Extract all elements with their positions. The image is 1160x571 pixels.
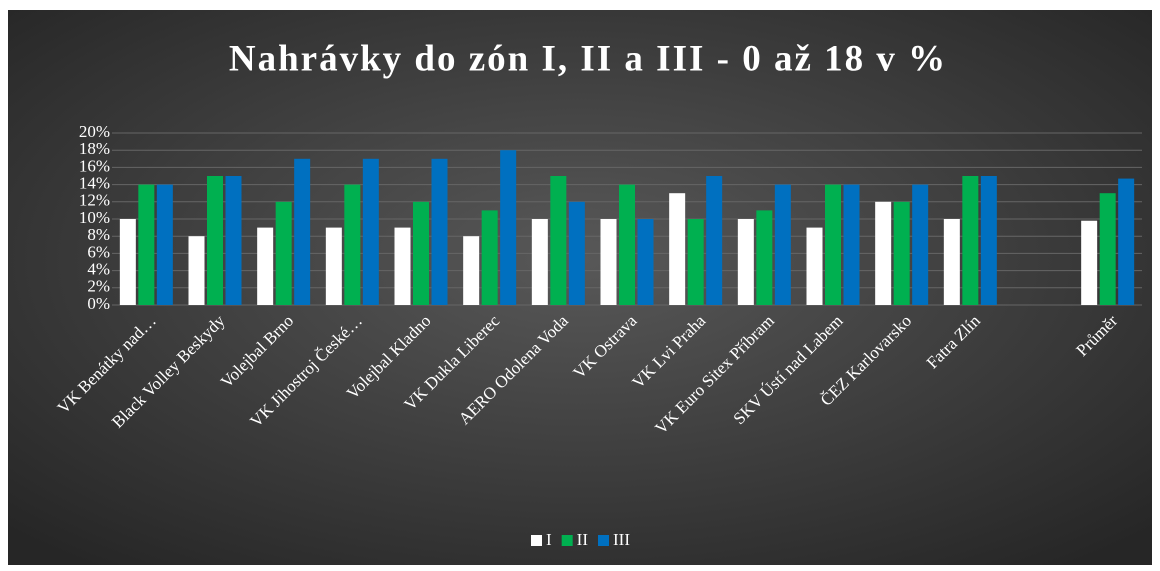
y-tick-label: 8% — [87, 225, 110, 244]
bar — [257, 227, 274, 305]
bar — [431, 158, 448, 305]
legend-swatch — [561, 535, 573, 546]
bar — [756, 210, 773, 305]
legend-label: III — [613, 530, 630, 549]
bar — [531, 219, 548, 305]
bar — [619, 184, 635, 305]
bar — [344, 184, 361, 305]
bar — [806, 227, 823, 305]
bar — [687, 219, 704, 305]
bar — [1081, 220, 1098, 305]
bar — [843, 184, 860, 305]
y-tick-label: 20% — [79, 122, 110, 141]
bar — [912, 184, 929, 305]
bar — [1118, 178, 1135, 305]
bar — [943, 219, 960, 305]
y-tick-label: 18% — [79, 139, 110, 158]
legend-label: I — [546, 530, 552, 549]
legend-label: II — [577, 530, 589, 549]
y-tick-label: 10% — [79, 208, 110, 227]
bar — [1099, 193, 1116, 305]
y-tick-label: 0% — [87, 294, 110, 313]
bar — [637, 219, 654, 305]
bar — [600, 219, 617, 305]
bar — [156, 184, 173, 305]
bar — [825, 184, 841, 305]
bar — [362, 158, 379, 305]
bar — [463, 236, 480, 305]
bar — [500, 150, 517, 305]
bar — [980, 176, 997, 305]
bar — [669, 193, 686, 305]
bar — [706, 176, 723, 305]
bar — [893, 201, 910, 305]
bar — [568, 201, 585, 305]
chart-title: Nahrávky do zón I, II a III - 0 až 18 v … — [229, 38, 947, 79]
bar — [325, 227, 342, 305]
bar — [875, 201, 892, 305]
bar — [774, 184, 791, 305]
bar — [962, 176, 979, 305]
y-tick-label: 14% — [79, 174, 110, 193]
bar — [413, 201, 429, 305]
legend-swatch — [598, 535, 609, 546]
legend-swatch — [531, 535, 542, 546]
bar — [481, 210, 498, 305]
y-tick-label: 4% — [87, 260, 110, 279]
bar — [138, 184, 155, 305]
bar — [225, 176, 242, 305]
bar — [275, 201, 292, 305]
y-tick-label: 16% — [79, 156, 110, 175]
y-tick-label: 6% — [87, 242, 110, 261]
y-tick-label: 2% — [87, 277, 110, 296]
bar — [119, 219, 136, 305]
bar — [294, 158, 311, 305]
bar — [207, 176, 223, 305]
y-tick-label: 12% — [79, 191, 110, 210]
bar — [550, 176, 567, 305]
bar — [188, 236, 205, 305]
bar — [394, 227, 411, 305]
bar — [737, 219, 754, 305]
